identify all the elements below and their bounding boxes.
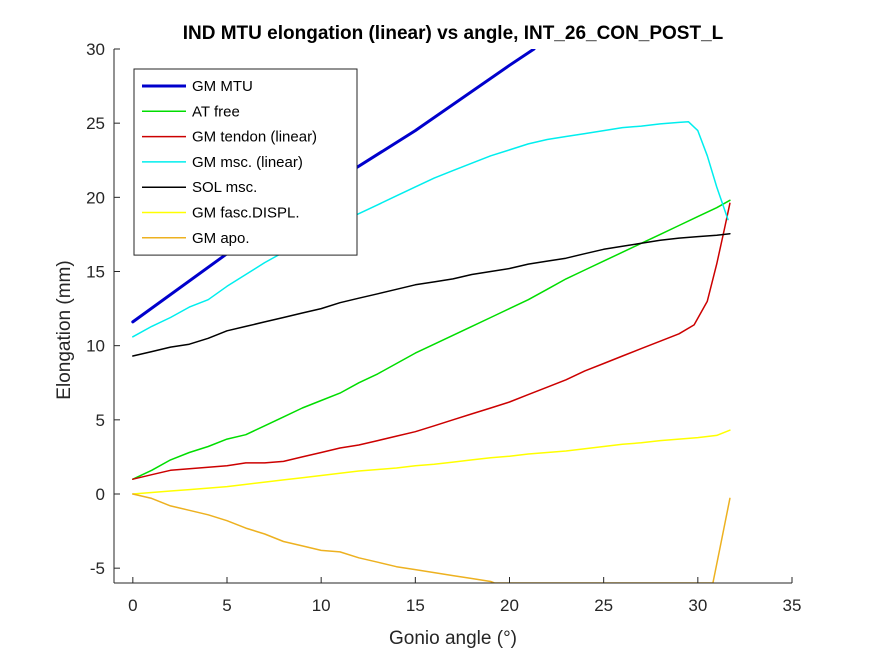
legend-item: GM MTU	[142, 78, 253, 95]
legend-label: SOL msc.	[192, 179, 257, 196]
y-tick-label: 5	[96, 411, 105, 430]
x-tick-label: 0	[128, 596, 137, 615]
series-line-5	[132, 429, 731, 495]
legend-item: SOL msc.	[142, 179, 257, 196]
x-tick-label: 15	[406, 596, 425, 615]
chart-title: IND MTU elongation (linear) vs angle, IN…	[183, 23, 724, 44]
x-tick-label: 20	[500, 596, 519, 615]
legend-label: GM tendon (linear)	[192, 129, 317, 146]
y-tick-label: 30	[86, 40, 105, 59]
legend-label: AT free	[192, 103, 240, 120]
y-tick-label: 25	[86, 114, 105, 133]
legend-item: AT free	[142, 103, 240, 120]
legend: GM MTU AT free GM tendon (linear) GM msc. (…	[133, 68, 358, 256]
legend-label: GM MTU	[192, 78, 253, 95]
y-tick-label: -5	[90, 559, 105, 578]
series-line-0	[131, 49, 536, 324]
series-line-2	[132, 202, 731, 480]
legend-label: GM fasc.DISPL.	[192, 205, 300, 222]
axes: 0 5 10 15 20 25 30 35 -5 0 5 10 15 20 25 30	[86, 40, 801, 615]
plot-area	[131, 49, 731, 583]
series-line-4	[132, 232, 731, 357]
legend-item: GM msc. (linear)	[142, 154, 303, 171]
series-line-3	[132, 120, 729, 338]
y-tick-label: 10	[86, 337, 105, 356]
y-tick-label: 15	[86, 263, 105, 282]
series-lines	[131, 49, 731, 583]
x-tick-label: 35	[783, 596, 802, 615]
x-tick-label: 25	[594, 596, 613, 615]
y-axis-label: Elongation (mm)	[54, 260, 75, 399]
legend-item: GM tendon (linear)	[142, 129, 317, 146]
legend-label: GM apo.	[192, 230, 250, 247]
legend-label: GM msc. (linear)	[192, 154, 303, 171]
y-tick-label: 20	[86, 188, 105, 207]
series-line-1	[132, 199, 731, 480]
x-tick-label: 10	[312, 596, 331, 615]
y-tick-label: 0	[96, 485, 105, 504]
series-line-6	[132, 493, 731, 583]
legend-item: GM apo.	[142, 230, 250, 247]
x-axis-label: Gonio angle (°)	[389, 628, 517, 649]
x-tick-label: 30	[688, 596, 707, 615]
legend-item: GM fasc.DISPL.	[142, 205, 300, 222]
x-tick-label: 5	[222, 596, 231, 615]
